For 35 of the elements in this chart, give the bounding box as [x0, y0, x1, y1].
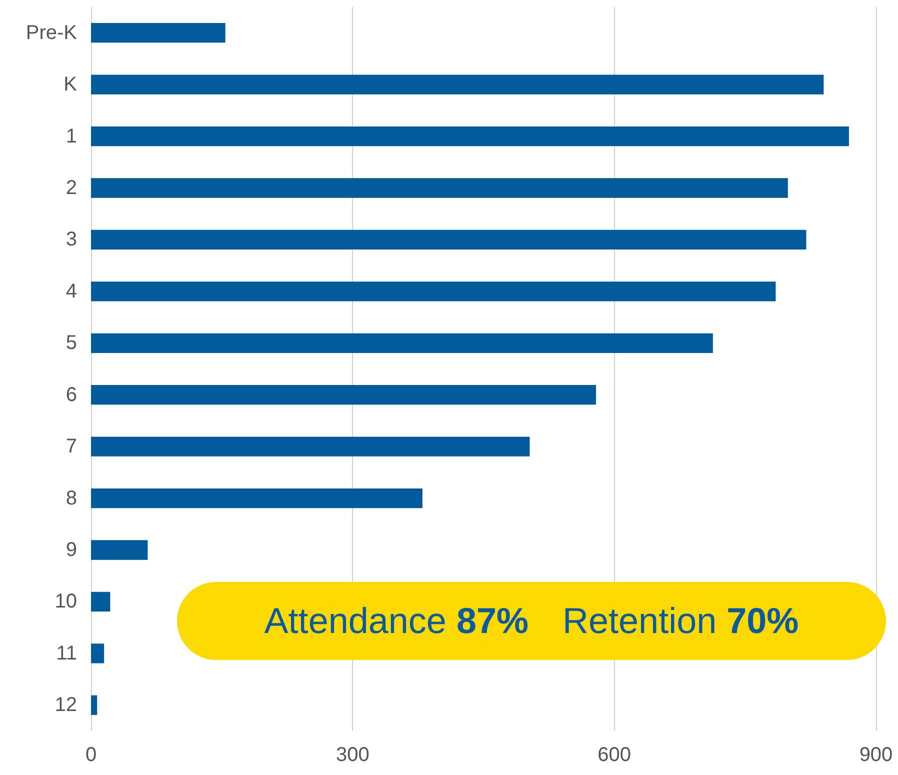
bar [91, 488, 422, 508]
bar [91, 178, 788, 198]
y-tick-label: 12 [54, 694, 77, 716]
y-tick-label: 7 [66, 436, 77, 458]
y-tick-label: 2 [66, 177, 77, 199]
bar [91, 644, 104, 664]
bar [91, 592, 110, 612]
x-tick-label: 300 [336, 744, 370, 766]
annotation: Retention 70% [562, 600, 799, 642]
x-tick-label: 0 [85, 744, 97, 766]
y-tick-label: 4 [66, 280, 77, 302]
callout-badge: Attendance 87% Retention 70% [177, 582, 886, 660]
bar [91, 695, 98, 715]
bar [91, 126, 849, 146]
y-tick-label: 1 [66, 125, 77, 148]
y-tick-label: 9 [66, 539, 77, 561]
bar [91, 282, 776, 302]
bar [91, 230, 806, 250]
annotation: Attendance 87% [264, 600, 529, 642]
bar [91, 74, 824, 94]
bar [91, 385, 596, 405]
y-tick-label: 6 [66, 384, 77, 406]
x-tick-label: 600 [598, 744, 632, 766]
bar [91, 333, 713, 353]
x-tick-label: 900 [859, 744, 893, 766]
y-tick-label: 11 [56, 642, 77, 664]
y-tick-label: K [64, 74, 78, 96]
bar [91, 23, 226, 43]
bar [91, 436, 530, 456]
y-tick-label: 3 [66, 228, 77, 251]
y-tick-label: Pre-K [26, 22, 78, 44]
y-tick-label: 10 [54, 590, 77, 613]
y-tick-label: 5 [66, 332, 77, 354]
y-tick-label: 8 [66, 487, 77, 510]
bar [91, 540, 148, 560]
